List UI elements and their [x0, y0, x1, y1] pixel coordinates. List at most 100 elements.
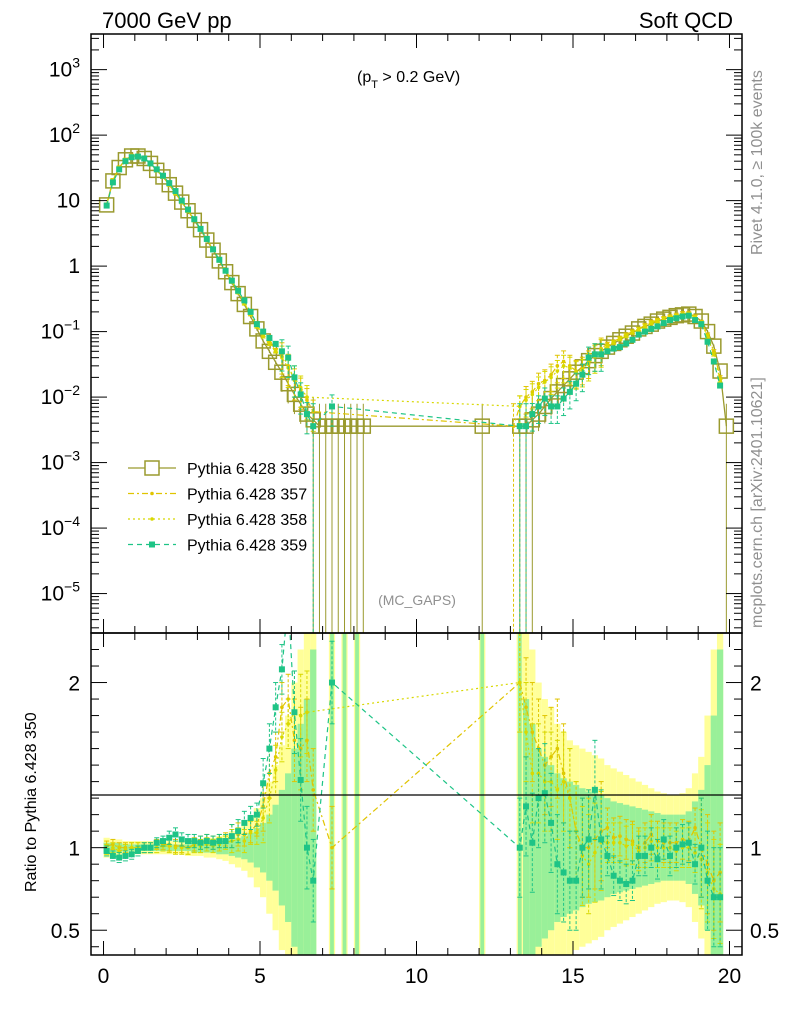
data-point-s358 [661, 317, 666, 321]
y-tick-label: 103 [49, 55, 80, 82]
data-point-s358 [605, 344, 610, 348]
data-point-s359 [566, 388, 573, 395]
header-right: Soft QCD [639, 8, 733, 33]
data-point-s359 [228, 833, 235, 840]
data-point-s359 [297, 391, 304, 398]
data-point-s359 [147, 844, 154, 851]
data-point-s358 [129, 845, 134, 850]
band-green-bin [310, 649, 317, 955]
data-point-s359 [604, 348, 611, 355]
legend-marker-s358 [150, 517, 154, 521]
band-green-spike [342, 633, 347, 955]
data-point-s359 [660, 320, 667, 327]
data-point-s359 [629, 877, 636, 884]
data-point-s358 [267, 342, 272, 346]
data-point-s357 [718, 870, 722, 875]
band-green-bin [716, 649, 724, 955]
data-point-s359 [147, 160, 154, 167]
y-tick-label-base: 1 [68, 255, 80, 278]
data-point-s358 [117, 849, 121, 853]
band-green-bin [554, 773, 561, 922]
data-point-s359 [554, 861, 561, 868]
data-point-s359 [260, 780, 267, 787]
data-point-s359 [185, 206, 192, 213]
y-tick-label-base: 10 [41, 386, 64, 409]
data-point-s359 [134, 153, 141, 160]
header-left: 7000 GeV pp [102, 8, 232, 33]
data-point-s359 [685, 839, 692, 846]
y-tick-label-exponent: −4 [64, 513, 80, 529]
data-point-s359 [172, 831, 179, 838]
y-tick-label-base: 10 [41, 583, 64, 606]
data-point-s359 [704, 338, 711, 345]
data-point-s358 [555, 369, 560, 373]
data-point-s359 [698, 321, 705, 328]
data-point-s359 [579, 371, 586, 378]
data-point-s358 [630, 842, 635, 847]
data-point-s359 [172, 188, 179, 195]
data-point-s359 [109, 852, 116, 859]
data-point-s357 [549, 755, 553, 759]
y-tick-label-base: 10 [41, 517, 64, 540]
data-point-s358 [549, 375, 553, 380]
data-point-s359 [529, 411, 536, 418]
y-tick-label-base: 10 [41, 452, 64, 475]
data-point-s358 [123, 847, 128, 852]
y-tick-label: 10−1 [41, 317, 81, 344]
data-point-s357 [524, 705, 528, 710]
data-point-s359 [116, 166, 123, 173]
legend-label: Pythia 6.428 357 [187, 487, 307, 504]
pt-cut-label: (pT > 0.2 GeV) [357, 69, 460, 91]
data-point-s359 [285, 597, 291, 603]
x-tick-label: 15 [561, 965, 584, 988]
data-point-s359 [285, 354, 292, 361]
data-point-s350 [718, 418, 735, 434]
data-point-s358 [543, 380, 547, 384]
y-tick-label: 10−4 [41, 513, 81, 540]
data-point-s359 [560, 869, 567, 876]
band-green-bin [247, 832, 254, 863]
y-tick-label: 1 [68, 255, 80, 278]
data-point-s358 [712, 352, 716, 357]
series-line-s359 [106, 155, 721, 428]
data-point-s359 [116, 854, 123, 861]
data-point-s358 [624, 844, 628, 848]
data-point-s359 [291, 374, 298, 381]
y-tick-label: 10−3 [41, 448, 81, 475]
data-point-s358 [530, 771, 535, 776]
data-point-s359 [216, 838, 223, 845]
data-point-s357 [618, 834, 622, 838]
data-point-s359 [122, 852, 129, 859]
data-point-s359 [103, 202, 110, 209]
data-point-s359 [297, 776, 304, 783]
band-green-bin [610, 801, 617, 894]
data-point-s358 [630, 330, 635, 335]
data-point-s359 [623, 340, 630, 347]
data-point-s359 [641, 328, 648, 335]
data-point-s359 [535, 795, 542, 802]
data-point-s359 [654, 323, 661, 330]
data-point-s359 [328, 403, 335, 410]
data-point-s357 [611, 835, 616, 840]
x-tick-label: 20 [718, 965, 741, 988]
data-point-s359 [648, 844, 655, 851]
data-point-s358 [693, 850, 697, 855]
data-point-s359 [291, 709, 298, 716]
band-green-spike [517, 633, 522, 955]
data-point-s358 [649, 839, 654, 843]
x-tick-label: 5 [254, 965, 266, 988]
data-point-s358 [261, 334, 265, 339]
data-point-s358 [524, 398, 528, 402]
data-point-s350 [474, 418, 490, 434]
data-point-s359 [166, 180, 173, 187]
data-point-s359 [673, 315, 680, 322]
data-point-s357 [311, 788, 316, 792]
data-point-s358 [661, 845, 666, 850]
data-point-s359 [260, 328, 267, 335]
band-green-bin [234, 837, 242, 858]
band-green-spike [330, 633, 334, 955]
data-point-s359 [541, 395, 548, 402]
band-green-spike [355, 633, 359, 955]
data-point-s358 [173, 845, 178, 850]
